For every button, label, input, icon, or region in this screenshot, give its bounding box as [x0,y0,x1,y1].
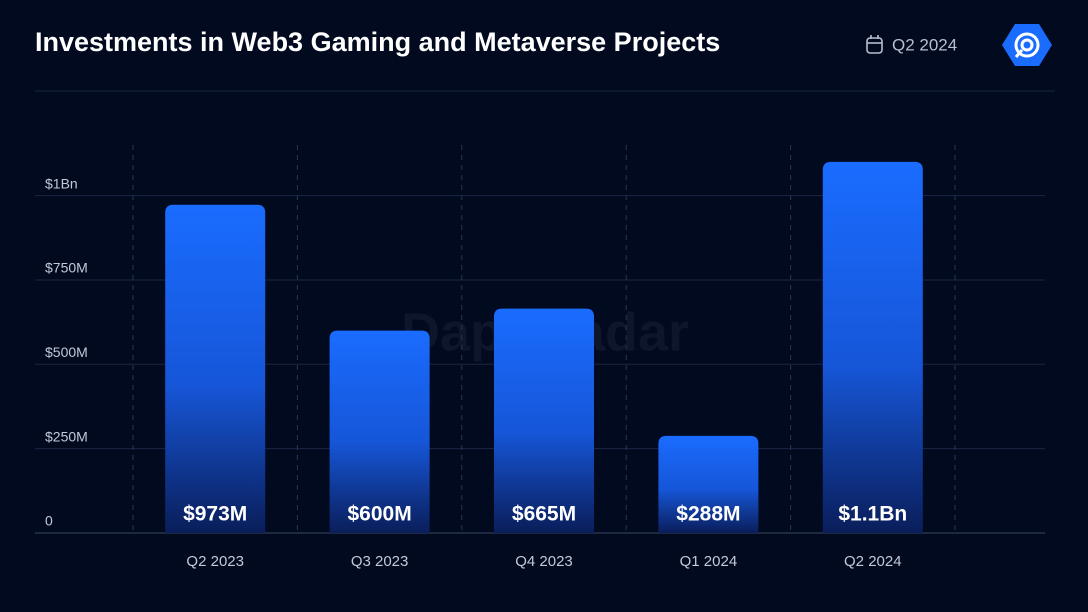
date-label: Q2 2024 [892,35,957,54]
calendar-icon [866,35,883,54]
value-label: $665M [512,503,576,526]
value-label: $973M [183,503,247,526]
bar [494,308,594,533]
bar [822,161,923,533]
value-label: $288M [676,503,740,526]
y-tick-label: $250M [45,428,88,444]
y-tick-label: 0 [45,513,53,529]
y-tick-label: $1Bn [45,175,78,191]
value-label: $1.1Bn [838,503,907,526]
x-tick-label: Q2 2024 [844,553,902,570]
x-tick-label: Q1 2024 [680,553,738,570]
y-tick-label: $500M [45,344,88,360]
bar [658,435,759,533]
bar [165,204,266,533]
bar [329,330,430,533]
y-tick-label: $750M [45,260,88,276]
value-label: $600M [347,503,411,526]
chart-title: Investments in Web3 Gaming and Metaverse… [35,27,720,57]
x-tick-label: Q3 2023 [351,553,409,570]
x-tick-label: Q2 2023 [186,553,244,570]
logo [1002,24,1052,66]
x-tick-label: Q4 2023 [515,553,573,570]
